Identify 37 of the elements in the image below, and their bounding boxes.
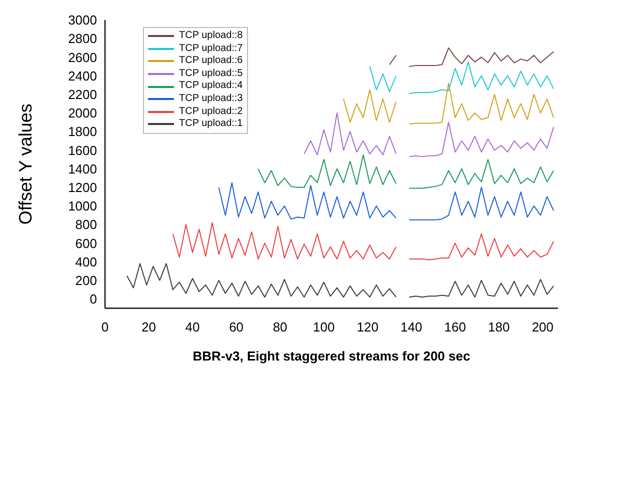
x-tick-label: 160 [444,319,466,334]
x-tick-label: 0 [101,319,109,334]
legend-label: TCP upload::8 [179,30,243,43]
x-tick-label: 180 [488,319,510,334]
legend-label: TCP upload::5 [179,68,243,80]
legend-label: TCP upload::7 [179,42,243,56]
y-tick-label: 1400 [68,161,97,176]
y-tick-label: 2200 [68,87,97,102]
legend-label: TCP upload::3 [179,92,243,106]
y-tick-label: 1600 [68,142,97,158]
y-tick-label: 3000 [68,12,97,28]
x-tick-label: 80 [272,319,288,334]
legend-label: TCP upload::4 [179,80,243,93]
x-tick-label: 40 [185,319,200,334]
y-axis-title: Offset Y values [15,104,36,225]
legend-label: TCP upload::2 [179,106,243,118]
y-tick-label: 2800 [68,31,97,46]
y-tick-label: 1000 [68,198,97,214]
y-tick-label: 600 [75,236,97,251]
legend-label: TCP upload::1 [179,118,243,131]
y-tick-label: 2400 [68,68,97,84]
y-tick-label: 2600 [68,50,97,65]
y-tick-label: 2000 [68,106,97,121]
y-tick-label: 400 [75,254,97,270]
x-axis-title: BBR-v3, Eight staggered streams for 200 sec [192,348,470,364]
x-tick-label: 20 [142,319,156,334]
y-tick-label: 1200 [68,180,97,195]
x-tick-label: 200 [532,319,554,334]
y-tick-label: 0 [90,292,97,307]
x-tick-label: 100 [312,319,335,334]
x-tick-label: 140 [400,319,422,334]
y-tick-label: 800 [75,217,97,232]
legend-label: TCP upload::6 [179,55,243,68]
y-tick-label: 200 [75,272,97,288]
y-tick-label: 1800 [68,124,97,140]
x-tick-label: 60 [229,319,244,334]
x-tick-label: 120 [356,319,378,334]
